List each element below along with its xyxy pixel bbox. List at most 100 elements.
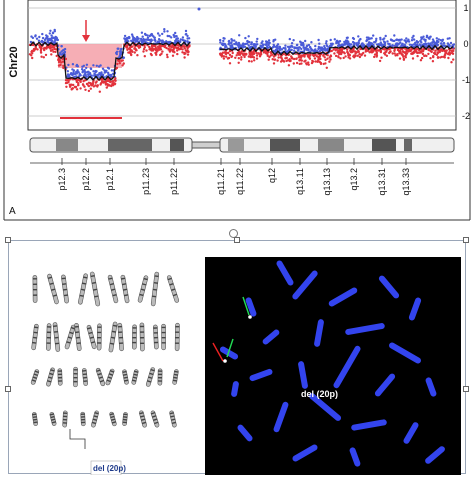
- data-point: [255, 40, 258, 43]
- data-point: [133, 47, 136, 50]
- rotate-handle-icon[interactable]: [229, 229, 238, 238]
- data-point: [451, 44, 454, 47]
- data-point: [273, 50, 276, 53]
- data-point: [176, 52, 179, 56]
- resize-handle-right-icon[interactable]: [463, 386, 469, 392]
- chromosome: [64, 324, 76, 350]
- data-point: [171, 44, 175, 48]
- data-point: [359, 37, 362, 41]
- ideogram-band: [372, 139, 396, 151]
- green-arrow-icon: [242, 296, 250, 316]
- data-point: [325, 40, 328, 43]
- data-point: [82, 84, 85, 87]
- data-point: [62, 66, 65, 70]
- data-point: [70, 87, 74, 91]
- data-point: [240, 56, 243, 59]
- data-point: [134, 40, 138, 43]
- data-point: [42, 56, 45, 59]
- data-point: [87, 81, 91, 85]
- data-point: [89, 87, 93, 90]
- data-point: [442, 55, 446, 59]
- fish-chromosome: [328, 287, 358, 307]
- chromosome: [108, 321, 118, 353]
- data-point: [452, 58, 455, 61]
- data-point: [400, 43, 404, 46]
- data-point: [433, 52, 437, 56]
- data-point: [391, 52, 394, 55]
- data-point: [290, 42, 294, 45]
- data-point: [323, 56, 326, 59]
- data-point: [388, 42, 391, 46]
- data-point: [77, 71, 80, 74]
- data-point: [241, 43, 244, 46]
- data-point: [302, 46, 306, 50]
- data-point: [131, 45, 134, 48]
- band-label: q13.11: [295, 168, 305, 195]
- data-point: [50, 53, 53, 56]
- chromosome: [172, 369, 179, 385]
- resize-handle-top-icon[interactable]: [234, 237, 240, 243]
- data-point: [53, 46, 56, 50]
- resize-handle-left-icon[interactable]: [5, 386, 11, 392]
- data-point: [88, 72, 92, 76]
- data-point: [266, 54, 269, 57]
- chromosome: [166, 275, 180, 303]
- data-point: [326, 54, 329, 57]
- data-point: [66, 78, 69, 82]
- data-point: [329, 54, 332, 57]
- data-point: [379, 38, 382, 41]
- data-point: [234, 56, 237, 59]
- data-point: [256, 37, 259, 41]
- data-point: [48, 37, 51, 41]
- data-point: [142, 47, 146, 51]
- karyotype-fish-panel[interactable]: del (20p) del (20p): [5, 237, 469, 476]
- data-point: [324, 62, 327, 65]
- data-point: [125, 38, 128, 41]
- data-point: [372, 34, 375, 37]
- data-point: [449, 41, 453, 45]
- data-point: [405, 37, 408, 40]
- resize-handle-top-left-icon[interactable]: [5, 237, 11, 243]
- band-label: q13.13: [322, 168, 332, 196]
- data-point: [334, 54, 338, 58]
- fish-chromosome: [408, 297, 422, 321]
- data-point: [140, 31, 144, 34]
- data-point: [29, 40, 33, 44]
- chromosome: [132, 324, 137, 350]
- data-point: [349, 50, 352, 53]
- data-point: [255, 51, 258, 55]
- data-point: [420, 56, 424, 60]
- data-point: [111, 84, 115, 87]
- data-point: [231, 51, 234, 55]
- data-point: [67, 63, 70, 67]
- data-point: [128, 46, 132, 49]
- data-point: [224, 52, 228, 56]
- data-point: [153, 36, 156, 39]
- data-point: [241, 45, 244, 48]
- data-point: [337, 40, 340, 43]
- data-point: [431, 60, 435, 63]
- data-point: [236, 44, 240, 47]
- data-point: [41, 36, 45, 40]
- data-point: [117, 47, 120, 50]
- data-point: [183, 56, 186, 59]
- data-point: [166, 55, 169, 59]
- data-point: [223, 43, 226, 46]
- data-point: [163, 30, 166, 33]
- chromosome: [61, 274, 69, 304]
- ideogram-band: [108, 139, 152, 151]
- data-point: [285, 50, 289, 53]
- data-point: [427, 42, 430, 45]
- data-point: [390, 38, 393, 42]
- data-point: [373, 41, 376, 44]
- chromosome: [150, 410, 160, 428]
- data-point: [411, 57, 415, 60]
- fish-chromosome: [425, 377, 437, 397]
- resize-handle-top-right-icon[interactable]: [463, 237, 469, 243]
- data-point: [95, 64, 99, 68]
- data-point: [104, 81, 107, 84]
- data-point: [435, 37, 438, 40]
- data-point: [237, 57, 240, 60]
- chromosome: [105, 368, 115, 386]
- data-point: [250, 41, 253, 44]
